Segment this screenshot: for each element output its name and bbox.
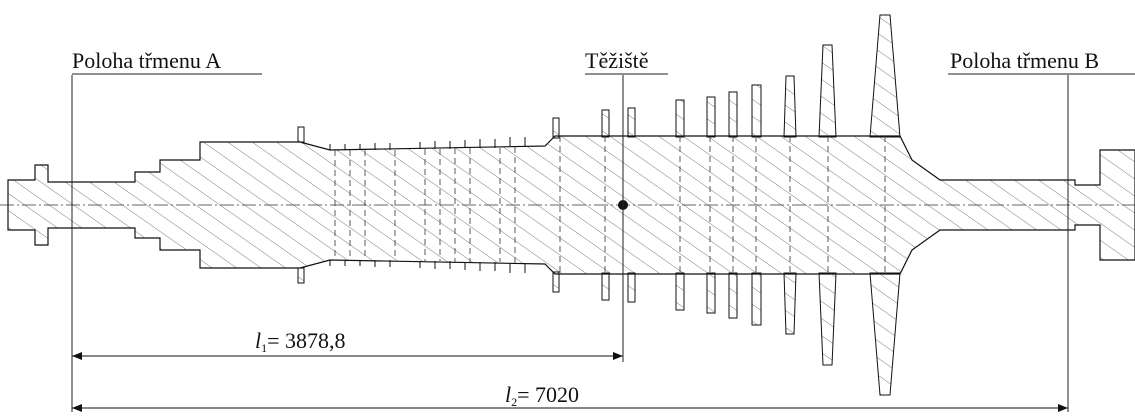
text-part: = 7020	[517, 382, 579, 407]
dimension-label: l1= 3878,8	[255, 328, 346, 355]
text-part: l	[505, 382, 511, 407]
text-part: = 3878,8	[267, 328, 345, 353]
drum-stages	[329, 137, 526, 273]
text-part: 1	[261, 341, 267, 355]
blades	[297, 14, 901, 396]
center-of-gravity-label: Těžiště	[585, 48, 649, 73]
bearing-b-label: Poloha třmenu B	[950, 48, 1099, 73]
text-part: l	[255, 328, 261, 353]
rotor-body	[7, 135, 1135, 275]
dimension-label: l2= 7020	[505, 382, 579, 409]
text-part: 2	[511, 395, 517, 409]
bearing-a-label: Poloha třmenu A	[72, 48, 221, 73]
